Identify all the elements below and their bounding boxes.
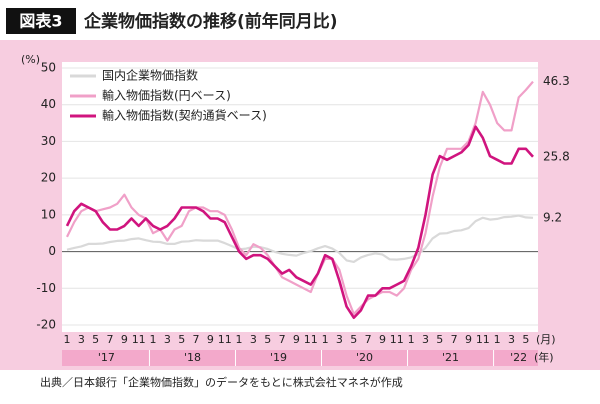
- series-line: [66, 214, 534, 263]
- x-tick-label: 3: [422, 333, 429, 346]
- y-tick-label: 10: [41, 207, 56, 221]
- x-tick-label: 5: [264, 333, 271, 346]
- badge-box: [6, 8, 76, 34]
- x-tick-label: 7: [279, 333, 286, 346]
- x-tick-label: 9: [121, 333, 128, 346]
- plot-area: [62, 62, 538, 332]
- y-tick-label: 40: [41, 97, 56, 111]
- x-tick-label: 5: [436, 333, 443, 346]
- x-tick-label: 1: [150, 333, 157, 346]
- x-tick-label: 3: [508, 333, 515, 346]
- year-label: '20: [356, 351, 373, 364]
- x-tick-label: 5: [522, 333, 529, 346]
- y-tick-label: 20: [41, 171, 56, 185]
- year-unit: (年): [534, 350, 554, 364]
- x-tick-label: 11: [218, 333, 232, 346]
- x-tick-label: 3: [164, 333, 171, 346]
- y-tick-label: 50: [41, 61, 56, 75]
- x-tick-label: 11: [304, 333, 318, 346]
- legend-label: 輸入物価指数(円ベース): [102, 88, 231, 103]
- x-tick-label: 11: [390, 333, 404, 346]
- legend-label: 輸入物価指数(契約通貨ベース): [102, 108, 267, 123]
- x-tick-label: 7: [193, 333, 200, 346]
- year-label: '17: [98, 351, 115, 364]
- x-tick-label: 1: [408, 333, 415, 346]
- x-tick-label: 11: [476, 333, 490, 346]
- x-tick-label: 5: [92, 333, 99, 346]
- year-label: '19: [270, 351, 287, 364]
- year-label: '21: [442, 351, 459, 364]
- x-tick-label: 11: [132, 333, 146, 346]
- legend-label: 国内企業物価指数: [102, 68, 198, 83]
- x-tick-label: 7: [107, 333, 114, 346]
- series-line: [65, 125, 534, 319]
- x-tick-label: 9: [379, 333, 386, 346]
- x-tick-label: 1: [236, 333, 243, 346]
- x-tick-label: 9: [207, 333, 214, 346]
- x-tick-label: 3: [78, 333, 85, 346]
- x-tick-label: 9: [293, 333, 300, 346]
- x-tick-label: 5: [350, 333, 357, 346]
- y-unit: (%): [21, 53, 40, 66]
- y-tick-label: -20: [36, 318, 56, 332]
- x-tick-label: 1: [322, 333, 329, 346]
- x-tick-label: 7: [365, 333, 372, 346]
- y-tick-label: 30: [41, 134, 56, 148]
- x-tick-label: 3: [250, 333, 257, 346]
- end-label: 25.8: [543, 149, 570, 163]
- x-tick-label: 9: [465, 333, 472, 346]
- x-tick-label: 7: [451, 333, 458, 346]
- badge: 図表3: [19, 12, 62, 31]
- y-tick-label: 0: [48, 244, 56, 258]
- x-tick-label: 1: [64, 333, 71, 346]
- y-tick-label: -10: [36, 281, 56, 295]
- year-band: [62, 350, 538, 366]
- end-label: 46.3: [543, 74, 570, 88]
- x-tick-label: 3: [336, 333, 343, 346]
- year-label: '22: [510, 351, 527, 364]
- x-tick-label: 5: [178, 333, 185, 346]
- source-area: [0, 370, 600, 400]
- year-label: '18: [184, 351, 201, 364]
- x-tick-label: 1: [494, 333, 501, 346]
- chart-title: 企業物価指数の推移(前年同月比): [83, 11, 338, 32]
- source: 出典／日本銀行「企業物価指数」のデータをもとに株式会社マネネが作成: [40, 375, 403, 389]
- month-unit: (月): [536, 333, 556, 346]
- end-label: 9.2: [543, 210, 562, 224]
